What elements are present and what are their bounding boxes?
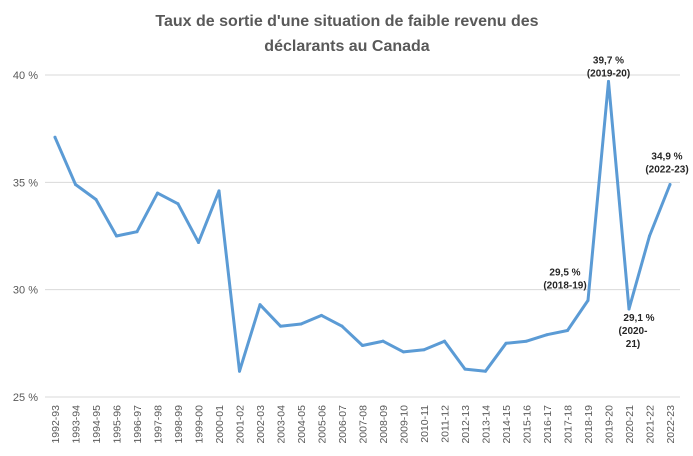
x-tick-label: 1995-96	[112, 405, 124, 444]
data-label: (2019-20)	[587, 68, 630, 79]
x-tick-label: 1994-95	[91, 405, 103, 444]
x-tick-label: 2009-10	[399, 405, 411, 444]
x-tick-label: 2015-16	[522, 405, 534, 444]
series-layer	[53, 79, 672, 373]
data-point	[668, 182, 672, 186]
data-point	[135, 230, 139, 234]
data-label: 34,9 %	[651, 151, 682, 162]
data-point	[381, 339, 385, 343]
y-tick-label: 40 %	[13, 70, 38, 82]
data-label: 29,1 %	[623, 313, 654, 324]
x-tick-label: 2014-15	[501, 405, 513, 444]
x-tick-label: 2000-01	[214, 405, 226, 444]
x-tick-label: 2004-05	[296, 405, 308, 444]
x-tick-label: 2021-22	[645, 405, 657, 444]
data-point	[238, 369, 241, 373]
data-label: (2018-19)	[543, 280, 586, 291]
y-tick-label: 35 %	[13, 177, 38, 189]
data-point	[197, 240, 200, 244]
gridlines	[45, 74, 680, 398]
x-tick-label: 2022-23	[665, 405, 677, 444]
x-tick-label: 2018-19	[583, 405, 595, 444]
x-tick-label: 2006-07	[337, 405, 349, 444]
data-point	[586, 298, 590, 302]
data-point	[94, 198, 98, 202]
x-tick-label: 1993-94	[71, 405, 83, 444]
chart-title-line-1: Taux de sortie d'une situation de faible…	[155, 13, 538, 30]
chart-title-line-2: déclarants au Canada	[264, 38, 430, 55]
data-point	[217, 189, 221, 193]
data-point	[422, 348, 426, 352]
data-point	[648, 234, 651, 238]
data-point	[74, 182, 77, 186]
x-tick-label: 2012-13	[460, 405, 472, 444]
data-point	[504, 341, 508, 345]
x-axis-ticks: 1992-93 1993-94 1994-95 1995-96 1996-97 1997-…	[50, 405, 677, 444]
data-point	[463, 367, 467, 371]
x-tick-label: 2017-18	[563, 405, 575, 444]
data-point	[484, 369, 487, 373]
x-tick-label: 1997-98	[153, 405, 165, 444]
data-point	[299, 322, 303, 326]
annotations: 29,5 % (2018-19) 39,7 % (2019-20) 29,1 % (202…	[543, 55, 688, 350]
data-point	[156, 191, 159, 195]
x-tick-label: 2001-02	[235, 405, 247, 444]
data-point	[402, 350, 405, 354]
data-label: 21)	[626, 339, 640, 350]
data-label: 29,5 %	[549, 267, 580, 278]
x-tick-label: 1999-00	[194, 405, 206, 444]
data-label: (2020-	[619, 326, 648, 337]
y-axis-ticks: 25 % 30 % 35 % 40 %	[13, 70, 38, 404]
x-tick-label: 2007-08	[358, 405, 370, 444]
x-tick-label: 2010-11	[419, 405, 431, 443]
x-tick-label: 2016-17	[542, 405, 554, 444]
x-tick-label: 2002-03	[255, 405, 267, 444]
x-tick-label: 2005-06	[317, 405, 329, 444]
x-tick-label: 2020-21	[624, 405, 636, 444]
x-tick-label: 1996-97	[132, 405, 144, 444]
data-point	[176, 202, 180, 206]
data-point	[607, 79, 610, 83]
data-point	[279, 324, 282, 328]
x-tick-label: 2008-09	[378, 405, 390, 444]
data-label: (2022-23)	[645, 164, 688, 175]
data-point	[115, 234, 118, 238]
data-point	[258, 303, 262, 307]
data-point	[627, 307, 631, 311]
data-point	[443, 339, 446, 343]
x-tick-label: 2019-20	[604, 405, 616, 444]
data-point	[361, 343, 364, 347]
data-point	[53, 135, 57, 139]
x-tick-label: 2013-14	[481, 405, 493, 444]
y-tick-label: 25 %	[13, 392, 38, 404]
x-tick-label: 2003-04	[276, 405, 288, 444]
series-line	[53, 79, 672, 373]
data-point	[545, 333, 549, 337]
y-tick-label: 30 %	[13, 285, 38, 297]
x-tick-label: 1992-93	[50, 405, 62, 444]
data-label: 39,7 %	[593, 55, 624, 66]
x-tick-label: 1998-99	[173, 405, 185, 444]
data-point	[320, 313, 323, 317]
data-point	[340, 324, 344, 328]
data-point	[566, 328, 569, 332]
data-point	[525, 339, 528, 343]
x-tick-label: 2011-12	[440, 405, 452, 443]
